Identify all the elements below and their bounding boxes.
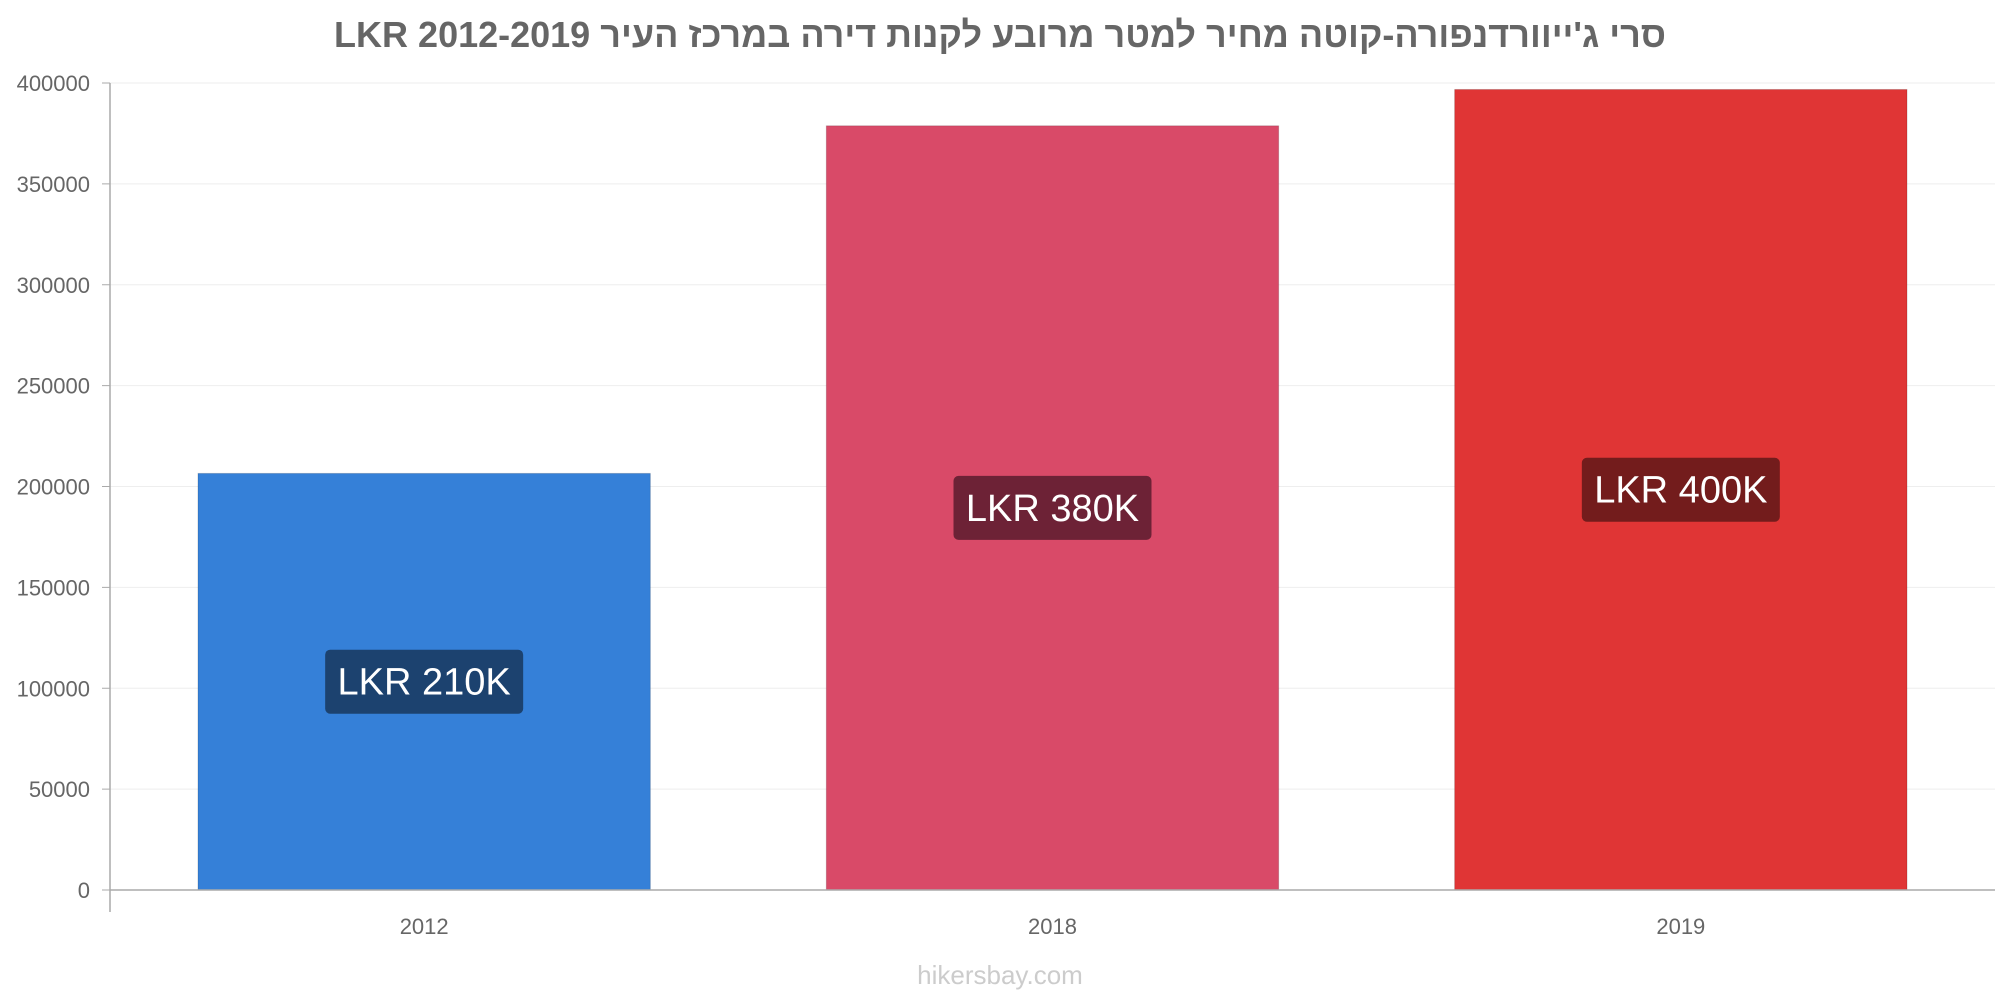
data-label-background [325,649,524,714]
y-tick-label: 100000 [17,676,90,701]
data-label-2018: LKR 380K [953,475,1152,540]
data-label-text: LKR 380K [966,488,1139,530]
data-label-text: LKR 210K [338,662,511,704]
x-tick-label: 2018 [1028,914,1077,939]
x-tick-label: 2012 [400,914,449,939]
y-tick-label: 200000 [17,475,90,500]
y-tick-label: 400000 [17,71,90,96]
chart-title: סרי ג'ייוורדנפורה-קוטה מחיר למטר מרובע ל… [334,14,1666,55]
y-tick-label: 150000 [17,575,90,600]
y-tick-label: 250000 [17,374,90,399]
y-tick-label: 300000 [17,273,90,298]
x-tick-label: 2019 [1656,914,1705,939]
axes-group [109,83,1995,912]
y-tick-label: 0 [78,878,90,903]
data-labels: LKR 210K LKR 380K LKR 400K [325,457,1780,714]
data-label-2012: LKR 210K [325,649,524,714]
x-tick-labels: 2012 2018 2019 [400,914,1706,939]
y-tick-label: 50000 [29,777,90,802]
data-label-2019: LKR 400K [1581,457,1780,522]
data-label-background [953,475,1152,540]
data-label-background [1581,457,1780,522]
y-tick-label: 350000 [17,172,90,197]
watermark: hikersbay.com [917,960,1083,990]
y-tick-labels: 0 50000 100000 150000 200000 250000 300000 3500… [17,71,110,903]
data-label-text: LKR 400K [1594,470,1767,512]
